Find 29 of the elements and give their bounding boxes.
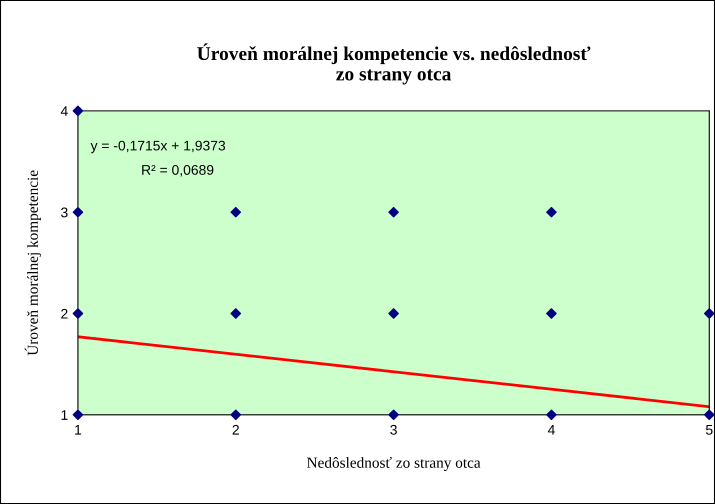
chart-title: Úroveň morálnej kompetencie vs. nedôslednosť zo strany otca (197, 43, 590, 85)
y-tick-label: 4 (60, 106, 68, 116)
x-tick-label: 3 (390, 424, 397, 435)
point (230, 409, 242, 420)
point (72, 409, 84, 420)
point (230, 206, 242, 218)
x-axis-title: Nedôslednosť zo strany otca (306, 456, 480, 471)
point (72, 106, 84, 116)
annotation: y = -0,1715x + 1,9373 (90, 140, 226, 154)
x-tick-label: 2 (232, 424, 239, 435)
y-tick-label: 3 (61, 208, 68, 218)
point (546, 206, 557, 218)
point (546, 409, 557, 420)
x-tick-label: 1 (75, 425, 82, 435)
y-tick-label: 1 (62, 410, 68, 420)
point (72, 308, 84, 319)
annotation: R² = 0,0689 (142, 165, 214, 176)
y-tick-label: 2 (61, 308, 68, 319)
point (230, 308, 242, 319)
point (546, 308, 557, 319)
y-axis-title: Úroveň morálnej kompetencie (24, 170, 42, 356)
x-tick-label: 5 (706, 425, 713, 435)
point (388, 409, 399, 420)
point (388, 206, 399, 218)
point (388, 308, 399, 319)
point (72, 206, 84, 218)
point (704, 308, 715, 319)
x-tick-label: 4 (548, 425, 555, 435)
point (704, 409, 715, 420)
